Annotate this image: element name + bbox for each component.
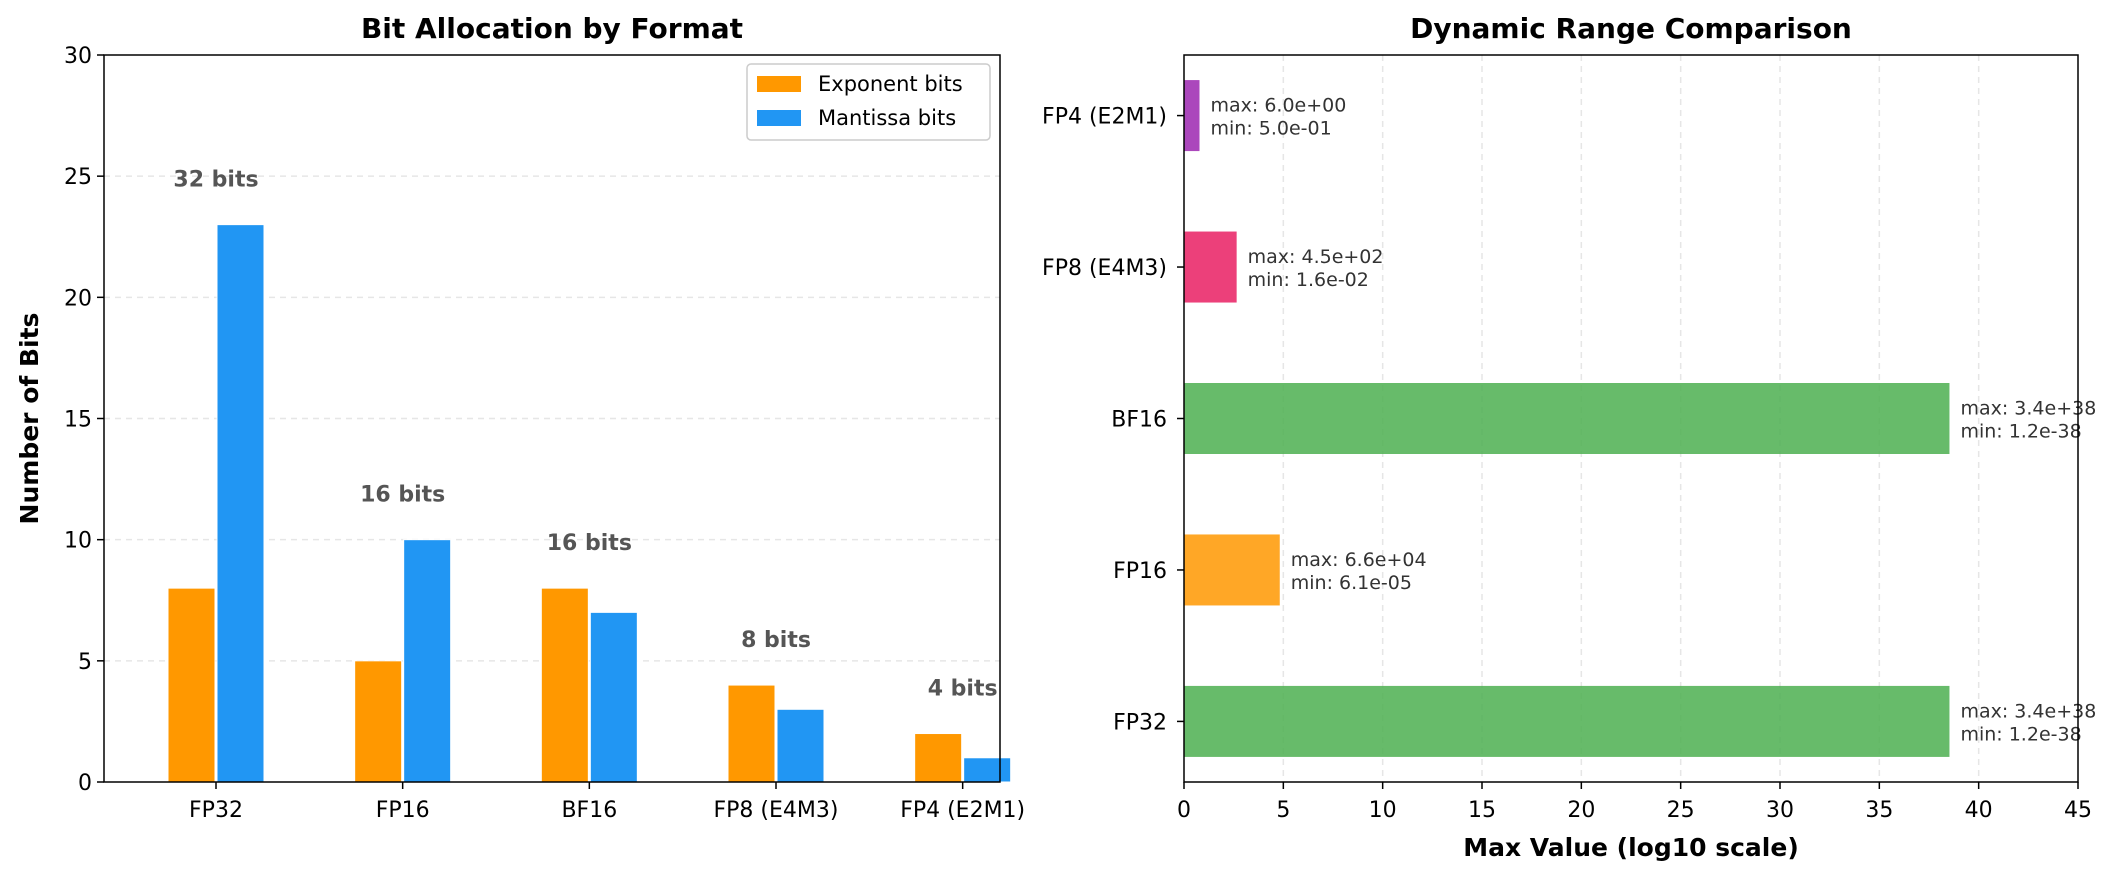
y-tick-label: 15 (64, 408, 92, 433)
x-tick-label: 35 (1865, 798, 1893, 823)
bar-exponent (540, 587, 589, 783)
legend: Exponent bits Mantissa bits (746, 63, 991, 141)
total-bits-label: 32 bits (173, 168, 258, 193)
x-tick-label: FP8 (E4M3) (714, 798, 839, 823)
range-bar (1184, 534, 1280, 606)
y-tick-label: FP4 (E2M1) (1042, 105, 1167, 130)
legend-label: Mantissa bits (818, 106, 956, 130)
x-tick-label: 25 (1667, 798, 1695, 823)
x-tick-label: 5 (1276, 798, 1290, 823)
total-bits-label: 4 bits (928, 677, 998, 702)
bar-exponent (727, 684, 776, 783)
x-axis-label: Max Value (log10 scale) (1463, 833, 1799, 862)
legend-label: Exponent bits (818, 72, 963, 96)
bar-exponent (914, 733, 963, 783)
x-tick-label: 10 (1369, 798, 1397, 823)
x-tick-label: FP4 (E2M1) (900, 798, 1025, 823)
total-bits-label: 8 bits (741, 628, 811, 653)
total-bits-label: 16 bits (547, 531, 632, 556)
bar-mantissa (776, 708, 825, 783)
total-bits-label: 16 bits (360, 483, 445, 508)
min-annotation: min: 6.1e-05 (1291, 572, 1412, 594)
legend-swatch (757, 76, 801, 92)
y-tick-label: 30 (64, 44, 92, 69)
x-tick-label: FP32 (189, 798, 243, 823)
y-tick-label: 20 (64, 286, 92, 311)
range-bar (1184, 80, 1200, 152)
x-tick-label: 30 (1766, 798, 1794, 823)
max-annotation: max: 3.4e+38 (1960, 398, 2096, 420)
y-tick-label: 10 (64, 529, 92, 554)
legend-swatch (757, 110, 801, 126)
legend-box (746, 63, 991, 141)
max-annotation: max: 3.4e+38 (1960, 700, 2096, 722)
range-bar (1184, 231, 1237, 303)
chart-title: Bit Allocation by Format (361, 12, 743, 45)
max-annotation: max: 4.5e+02 (1248, 246, 1384, 268)
x-tick-label: 40 (1965, 798, 1993, 823)
bit-allocation-chart: 0 5 10 15 20 25 30 32 bits 16 bits 16 bits 8 bits 4… (15, 12, 1025, 823)
y-tick-label: BF16 (1111, 408, 1167, 433)
min-annotation: min: 1.6e-02 (1248, 269, 1369, 291)
x-tick-label: FP16 (376, 798, 430, 823)
y-tick-label: 5 (78, 650, 92, 675)
max-annotation: max: 6.0e+00 (1210, 95, 1346, 117)
y-tick-label: 25 (64, 165, 92, 190)
y-tick-label: FP8 (E4M3) (1042, 256, 1167, 281)
bar-exponent (354, 660, 403, 783)
bar-exponent (167, 587, 216, 783)
bar-mantissa (963, 757, 1012, 783)
max-annotation: max: 6.6e+04 (1291, 549, 1427, 571)
bar-mantissa (216, 224, 265, 783)
plot-frame (103, 54, 1001, 783)
bar-mantissa (589, 611, 638, 783)
bar-mantissa (403, 539, 452, 783)
range-bar (1184, 685, 1950, 757)
x-tick-label: 0 (1177, 798, 1191, 823)
x-tick-label: 20 (1567, 798, 1595, 823)
plot-frame (1183, 54, 2079, 783)
x-tick-label: 15 (1468, 798, 1496, 823)
y-tick-label: FP16 (1113, 559, 1167, 584)
y-axis-label: Number of Bits (15, 313, 44, 525)
y-tick-label: 0 (78, 771, 92, 796)
y-tick-label: FP32 (1113, 710, 1167, 735)
min-annotation: min: 5.0e-01 (1210, 118, 1331, 140)
range-bar (1184, 383, 1950, 454)
chart-title: Dynamic Range Comparison (1410, 12, 1852, 45)
x-tick-label: BF16 (561, 798, 617, 823)
x-tick-label: 45 (2064, 798, 2092, 823)
min-annotation: min: 1.2e-38 (1960, 723, 2081, 745)
min-annotation: min: 1.2e-38 (1960, 421, 2081, 443)
